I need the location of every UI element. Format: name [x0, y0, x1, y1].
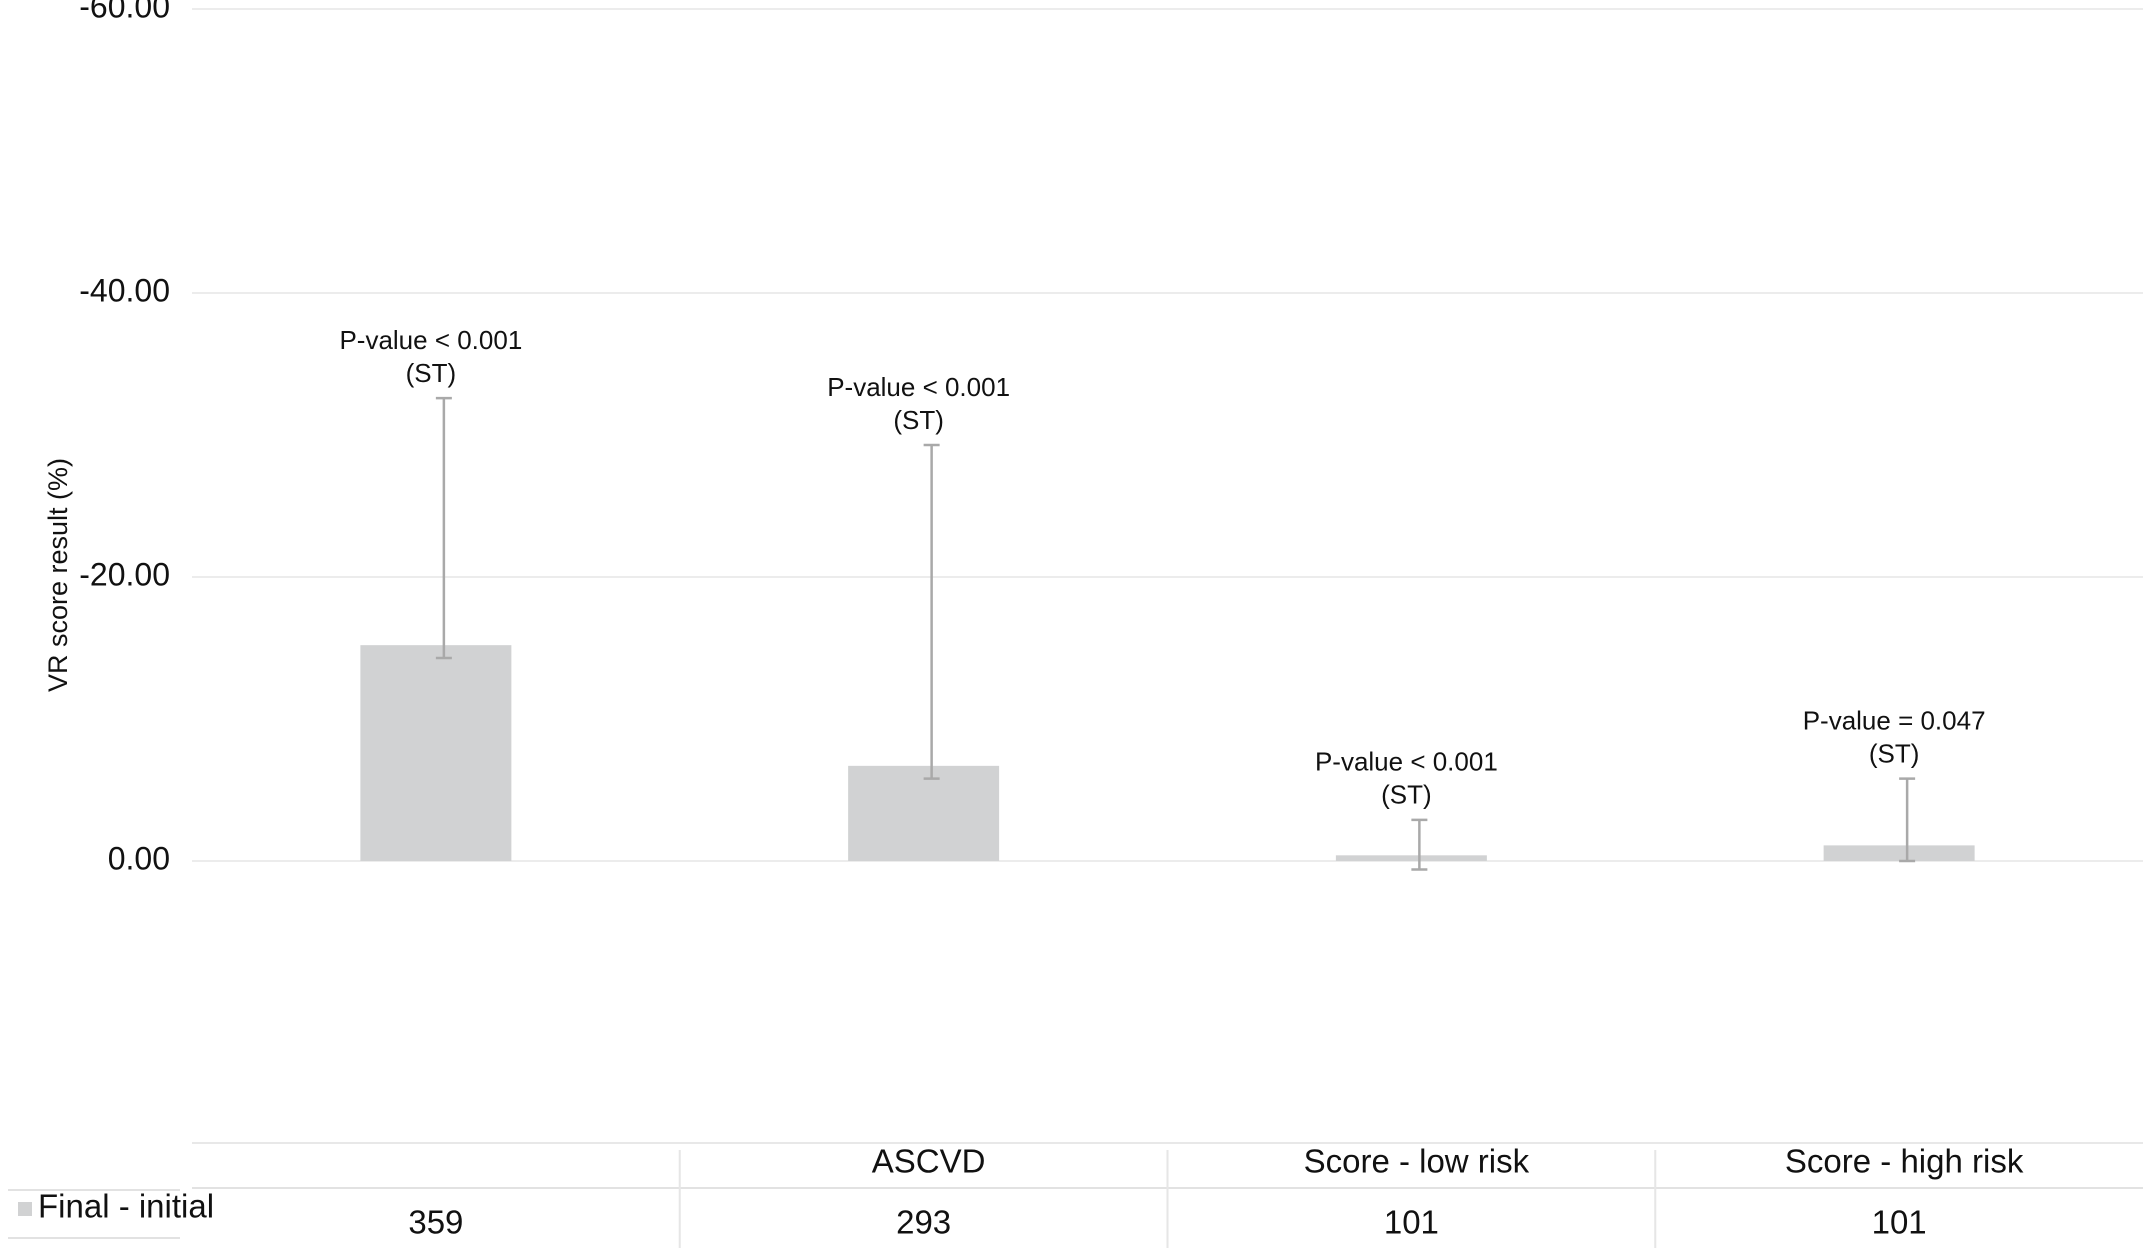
- legend-swatch: [18, 1202, 32, 1216]
- count-cell: 101: [1384, 1204, 1439, 1241]
- annotation: (ST): [893, 405, 944, 435]
- error-bar: [1411, 818, 1428, 871]
- bar: [1823, 845, 1975, 861]
- count-cell: 101: [1872, 1204, 1927, 1241]
- annotation: P-value < 0.001: [1315, 747, 1498, 777]
- y-tick-label: -40.00: [79, 272, 170, 308]
- annotation: (ST): [406, 358, 457, 388]
- count-cell: 293: [896, 1204, 951, 1241]
- bar: [848, 765, 1000, 861]
- x-tick-label: Score - high risk: [1785, 1143, 2024, 1180]
- legend-label: Final - initial: [38, 1188, 214, 1225]
- bar: [1335, 855, 1487, 861]
- error-bar: [435, 396, 452, 660]
- bar: [360, 645, 512, 861]
- annotation: (ST): [1869, 739, 1920, 769]
- count-cell: 359: [408, 1204, 463, 1241]
- y-tick-label: 0.00: [108, 840, 170, 876]
- y-tick-label: -20.00: [79, 556, 170, 592]
- error-bar: [1899, 777, 1916, 863]
- annotation: P-value = 0.047: [1803, 706, 1986, 736]
- x-tick-label: Score - low risk: [1304, 1143, 1530, 1180]
- annotation: P-value < 0.001: [827, 372, 1010, 402]
- y-tick-label: -60.00: [79, 0, 170, 24]
- error-bar: [923, 443, 940, 780]
- annotation: (ST): [1381, 780, 1432, 810]
- y-axis-label: VR score result (%): [43, 458, 73, 692]
- x-tick-label: ASCVD: [872, 1143, 986, 1180]
- annotation: P-value < 0.001: [339, 325, 522, 355]
